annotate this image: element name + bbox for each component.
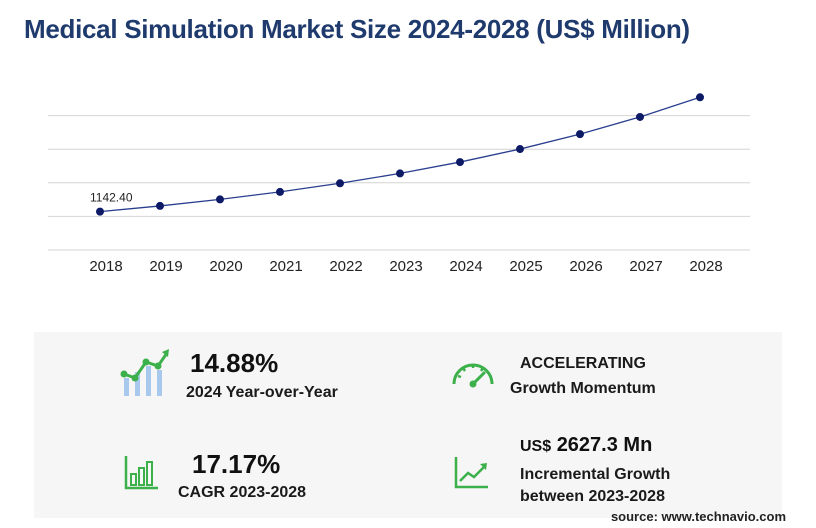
data-point-2022: [336, 179, 344, 188]
data-point-2025: [516, 145, 524, 154]
x-tick-label: 2023: [389, 258, 422, 275]
growth-bars-icon: [120, 349, 169, 396]
incremental-amount: 2627.3 Mn: [556, 434, 653, 456]
chart-title: Medical Simulation Market Size 2024-2028…: [24, 14, 690, 44]
bar-chart-icon: [124, 456, 158, 490]
yoy-label: 2024 Year-over-Year: [186, 384, 338, 401]
data-point-2026: [576, 130, 584, 139]
momentum-line2: Growth Momentum: [510, 380, 656, 397]
cagr-value: 17.17%: [192, 449, 281, 479]
data-label: 1142.40: [90, 191, 133, 205]
source-credit: source: www.technavio.com: [610, 509, 786, 524]
incremental-line1: Incremental Growth: [520, 466, 671, 483]
data-point-2020: [216, 195, 224, 204]
x-tick-label: 2027: [629, 258, 662, 275]
series-line: [99, 96, 701, 213]
x-tick-label: 2019: [149, 258, 182, 275]
yoy-value: 14.88%: [190, 348, 279, 378]
data-point-2019: [156, 201, 164, 210]
data-point-2024: [456, 158, 464, 167]
market-size-line-chart: 2018 2019 2020 2021 2022 2023 2024 2025 2026 2027…: [48, 93, 750, 275]
x-tick-label: 2028: [689, 258, 722, 275]
incremental-line2: between 2023-2028: [520, 488, 665, 505]
x-tick-label: 2024: [449, 258, 482, 275]
speedometer-icon: [452, 363, 494, 388]
data-point-2018: [96, 207, 104, 216]
incremental-value: US$ 2627.3 Mn: [520, 434, 652, 457]
data-point-2027: [636, 112, 644, 121]
data-point-2023: [396, 169, 404, 178]
x-tick-label: 2025: [509, 258, 542, 275]
x-tick-label: 2020: [209, 258, 242, 275]
trend-up-icon: [454, 457, 488, 489]
incremental-currency: US$: [520, 438, 552, 455]
x-tick-label: 2026: [569, 258, 602, 275]
data-point-2021: [276, 187, 284, 196]
data-point-2028: [696, 93, 704, 102]
x-tick-label: 2022: [329, 258, 362, 275]
x-tick-label: 2018: [89, 258, 122, 275]
cagr-label: CAGR 2023-2028: [178, 484, 307, 501]
x-tick-label: 2021: [269, 258, 302, 275]
momentum-line1: ACCELERATING: [520, 355, 646, 372]
